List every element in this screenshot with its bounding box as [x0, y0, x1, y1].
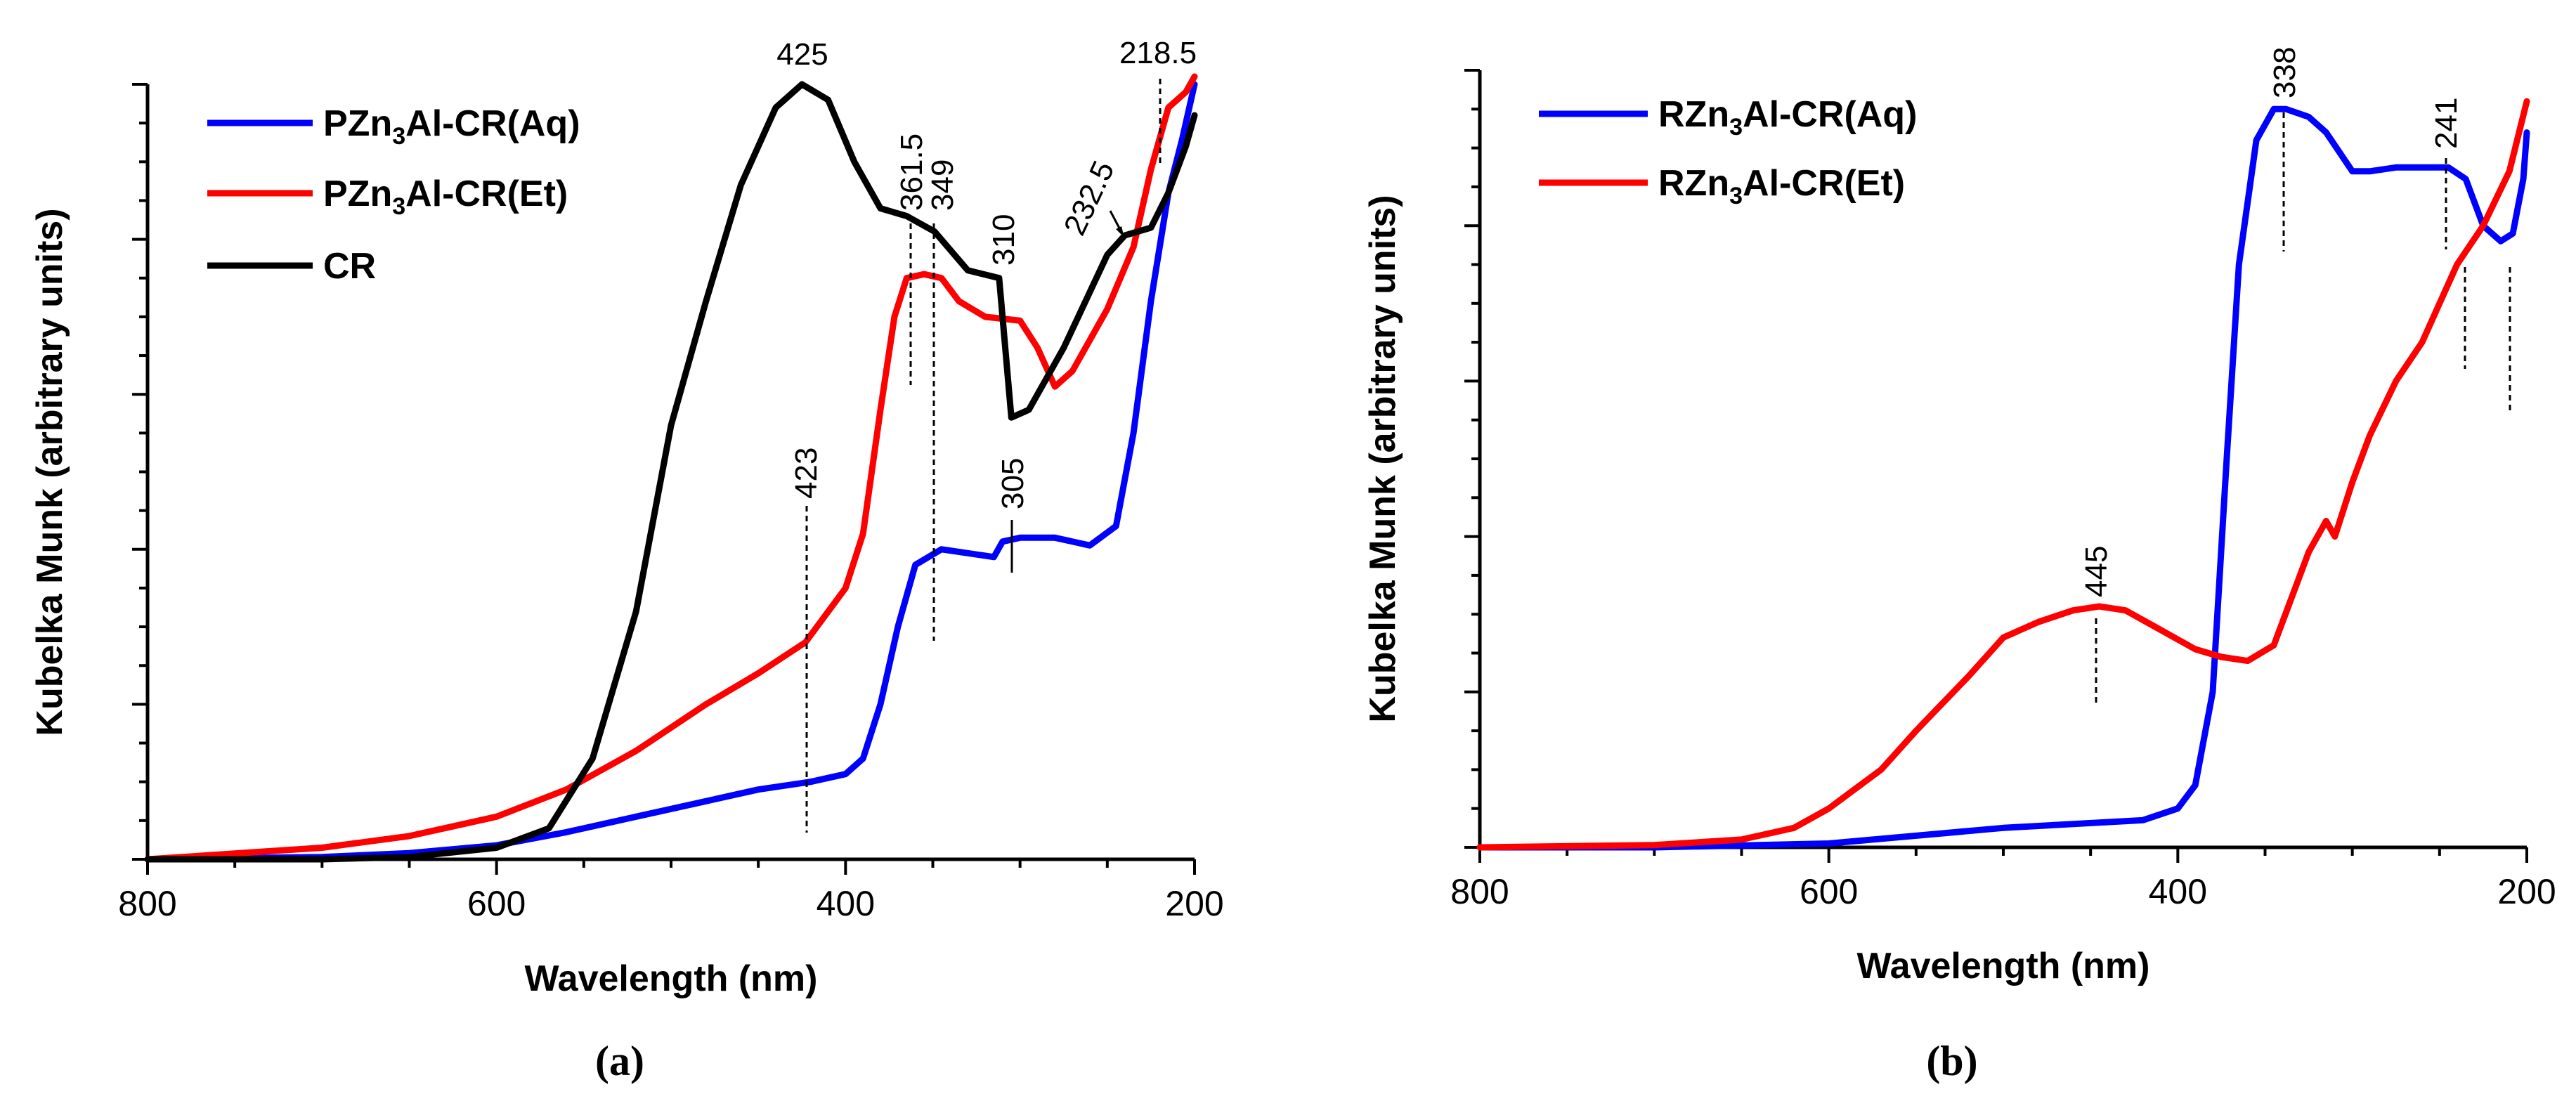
y-ticks-a	[132, 83, 148, 861]
legend-item-b-1: RZn3Al-CR(Et)	[1539, 163, 1905, 209]
legend-item-b-0: RZn3Al-CR(Aq)	[1539, 94, 1917, 141]
x-tick-label-400: 400	[2149, 872, 2207, 911]
annotation-232-5: 232.5	[1058, 156, 1121, 241]
plot-area-b: 800 600 400 200	[1450, 69, 2556, 911]
annotation-423: 423	[789, 448, 824, 499]
legend-label-pzn3al-cr-et: PZn3Al-CR(Et)	[323, 174, 568, 220]
annotation-241: 241	[2429, 98, 2464, 149]
chart-panel-a: 800 600 400 200 425 361.5 349 310 232.5 218…	[30, 36, 1224, 1084]
x-tick-label-800: 800	[1450, 872, 1509, 911]
x-ticks-b: 800 600 400 200	[1450, 847, 2556, 911]
annotation-425: 425	[776, 37, 828, 72]
annotation-349: 349	[925, 159, 960, 211]
legend-label-cr: CR	[323, 246, 376, 287]
arrow-head-232-5	[1116, 226, 1124, 237]
series-line-rzn3al-cr-aq	[1476, 105, 2530, 851]
x-tick-label-600: 600	[1800, 872, 1858, 911]
annotation-361-5: 361.5	[895, 133, 929, 211]
x-ticks-a: 800 600 400 200	[118, 859, 1224, 923]
panel-label-a: (a)	[595, 1038, 644, 1084]
annotation-338: 338	[2268, 47, 2302, 98]
annotation-310: 310	[987, 214, 1021, 266]
x-tick-label-200: 200	[1165, 884, 1223, 923]
chart-panel-b: 800 600 400 200 338 241 445 RZn3Al-CR(Aq)	[1362, 47, 2556, 1084]
annotation-218-5: 218.5	[1119, 36, 1197, 70]
x-tick-label-400: 400	[817, 884, 875, 923]
series-line-rzn3al-cr-et	[1476, 98, 2530, 851]
x-tick-label-200: 200	[2497, 872, 2556, 911]
series-line-pzn3al-cr-et	[144, 73, 1198, 863]
plot-area-a: 800 600 400 200	[118, 73, 1224, 923]
series-line-cr	[144, 81, 1198, 863]
series-group-a	[144, 73, 1198, 863]
annotation-305: 305	[996, 458, 1030, 509]
x-tick-label-600: 600	[467, 884, 526, 923]
legend-label-pzn3al-cr-aq: PZn3Al-CR(Aq)	[323, 103, 580, 150]
legend-label-rzn3al-cr-et: RZn3Al-CR(Et)	[1658, 163, 1905, 209]
y-axis-title-b: Kubelka Munk (arbitrary units)	[1362, 195, 1403, 722]
legend-item-a-2: CR	[207, 246, 376, 287]
x-axis-title-a: Wavelength (nm)	[525, 958, 818, 999]
legend-item-a-0: PZn3Al-CR(Aq)	[207, 103, 580, 150]
x-axis-title-b: Wavelength (nm)	[1857, 946, 2150, 986]
legend-a: PZn3Al-CR(Aq) PZn3Al-CR(Et) CR	[207, 103, 580, 287]
annotations-b: 338 241 445	[2079, 47, 2511, 703]
x-tick-label-800: 800	[118, 884, 176, 923]
annotation-445: 445	[2079, 546, 2114, 597]
series-group-b	[1476, 98, 2530, 851]
panel-label-b: (b)	[1926, 1038, 1977, 1084]
legend-b: RZn3Al-CR(Aq) RZn3Al-CR(Et)	[1539, 94, 1917, 209]
series-line-pzn3al-cr-aq	[144, 81, 1198, 863]
legend-item-a-1: PZn3Al-CR(Et)	[207, 174, 568, 220]
y-axis-title-a: Kubelka Munk (arbitrary units)	[30, 208, 70, 736]
y-ticks-b	[1464, 69, 1480, 849]
legend-label-rzn3al-cr-aq: RZn3Al-CR(Aq)	[1658, 94, 1917, 141]
